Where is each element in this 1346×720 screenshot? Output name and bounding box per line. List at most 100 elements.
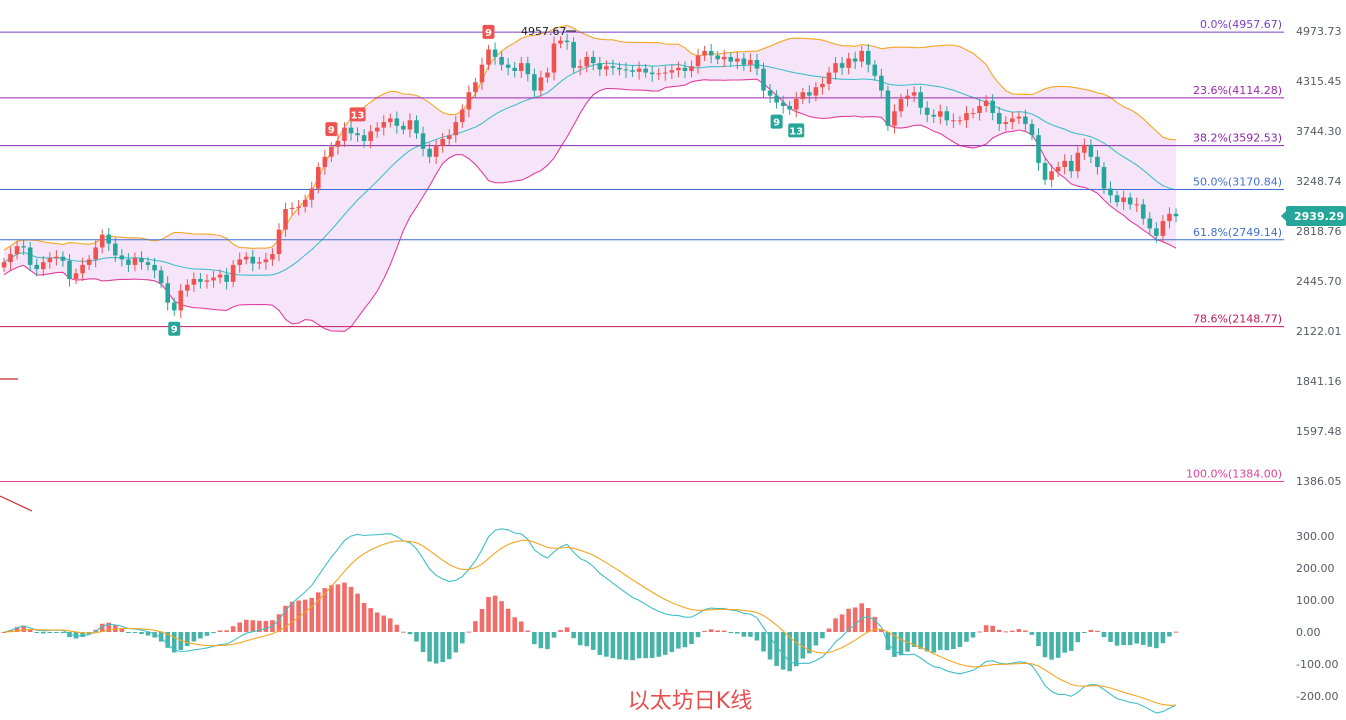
macd-histogram-bar bbox=[663, 632, 668, 655]
candle-body bbox=[584, 56, 590, 67]
macd-histogram-bar bbox=[532, 632, 537, 645]
candle-body bbox=[702, 50, 707, 56]
candle-body bbox=[505, 64, 511, 68]
candle-body bbox=[1154, 228, 1159, 236]
candle-body bbox=[859, 50, 865, 62]
macd-histogram-bar bbox=[839, 614, 845, 632]
td-marker-badge bbox=[349, 107, 366, 122]
candle-body bbox=[656, 73, 662, 75]
price-axis-tick-label: 4315.45 bbox=[1296, 75, 1342, 88]
macd-histogram-bar bbox=[126, 632, 131, 633]
current-price-tag: 2939.29 bbox=[1281, 206, 1346, 226]
macd-histogram-bar bbox=[1088, 629, 1094, 632]
candle-body bbox=[852, 58, 858, 62]
macd-histogram-bar bbox=[676, 632, 681, 649]
candle-body bbox=[60, 256, 66, 261]
macd-dif-line bbox=[3, 528, 1177, 714]
macd-histogram-bar bbox=[787, 632, 792, 672]
td-marker-badge bbox=[168, 321, 181, 336]
candle-body bbox=[538, 77, 544, 91]
candle-body bbox=[715, 55, 720, 60]
candle-body bbox=[374, 127, 380, 132]
macd-histogram-bar bbox=[1173, 631, 1179, 633]
macd-histogram-bar bbox=[1036, 632, 1041, 647]
td-marker-layer: 9 9 13 9 9 13 bbox=[168, 24, 805, 336]
candle-body bbox=[604, 66, 609, 70]
macd-histogram-bar bbox=[741, 632, 747, 637]
candle-body bbox=[774, 95, 779, 103]
candle-body bbox=[787, 105, 792, 110]
macd-axis-tick-label: 100.00 bbox=[1296, 594, 1335, 607]
candle-body bbox=[839, 63, 845, 68]
price-axis-tick-label: 2818.76 bbox=[1296, 225, 1342, 238]
macd-histogram-bar bbox=[604, 632, 609, 657]
candle-body bbox=[440, 139, 445, 146]
candlestick-layer bbox=[1, 33, 1179, 319]
candle-body bbox=[492, 49, 498, 57]
candle-body bbox=[617, 67, 622, 70]
candle-body bbox=[171, 302, 177, 311]
macd-histogram-bar bbox=[996, 629, 1002, 632]
macd-histogram-bar bbox=[911, 632, 917, 647]
candle-body bbox=[780, 102, 786, 106]
macd-histogram-bar bbox=[1, 632, 7, 633]
price-axis-tick-label: 2122.01 bbox=[1296, 325, 1342, 338]
candle-body bbox=[302, 199, 308, 207]
macd-histogram-bar bbox=[957, 632, 963, 647]
macd-histogram-bar bbox=[669, 632, 675, 652]
macd-histogram-bar bbox=[715, 630, 720, 632]
macd-histogram-bar bbox=[198, 632, 203, 639]
candle-body bbox=[329, 146, 334, 157]
candle-body bbox=[1088, 144, 1094, 157]
candle-body bbox=[695, 55, 701, 67]
candle-body bbox=[807, 92, 812, 96]
macd-axis-tick-label: 300.00 bbox=[1296, 530, 1335, 543]
candle-body bbox=[1134, 204, 1140, 206]
macd-histogram-bar bbox=[807, 632, 812, 654]
candle-body bbox=[427, 148, 432, 157]
macd-histogram-bar bbox=[846, 608, 851, 632]
macd-histogram-bar bbox=[283, 605, 288, 632]
macd-histogram-bar bbox=[106, 622, 112, 632]
candle-body bbox=[355, 133, 360, 136]
macd-histogram-bar bbox=[276, 614, 282, 632]
fib-level-label-3: 50.0%(3170.84) bbox=[1193, 176, 1282, 189]
macd-histogram-bar bbox=[211, 632, 216, 634]
td-marker-label: 9 bbox=[773, 118, 780, 129]
peak-price-label: 4957.67 bbox=[521, 25, 567, 38]
candle-body bbox=[865, 50, 871, 65]
candle-body bbox=[473, 82, 478, 93]
candle-body bbox=[257, 262, 262, 264]
macd-axis-tick-label: -100.00 bbox=[1296, 658, 1338, 671]
candle-body bbox=[990, 100, 995, 114]
current-price-tag-bg bbox=[1286, 206, 1346, 226]
candle-body bbox=[813, 87, 819, 96]
current-price-tag-value: 2939.29 bbox=[1294, 210, 1344, 223]
macd-histogram-bar bbox=[964, 632, 969, 642]
drawing-line-diagonal bbox=[0, 495, 33, 512]
candle-body bbox=[512, 67, 517, 71]
candle-body bbox=[381, 122, 387, 128]
candle-body bbox=[1108, 188, 1113, 196]
macd-histogram-bar bbox=[479, 608, 485, 632]
macd-histogram-bar bbox=[793, 632, 799, 667]
candle-body bbox=[1049, 171, 1054, 180]
fib-level-label-1: 23.6%(4114.28) bbox=[1193, 84, 1282, 97]
macd-histogram-bar bbox=[1042, 632, 1048, 658]
candle-body bbox=[545, 72, 550, 78]
candle-body bbox=[525, 63, 531, 75]
macd-histogram-bar bbox=[1023, 630, 1028, 632]
macd-histogram-bar bbox=[473, 621, 478, 632]
candle-body bbox=[388, 118, 393, 123]
candle-body bbox=[957, 120, 963, 122]
candle-body bbox=[243, 256, 249, 260]
macd-dea-line bbox=[3, 539, 1176, 706]
candle-body bbox=[754, 60, 760, 69]
candle-body bbox=[636, 68, 642, 72]
candle-body bbox=[610, 66, 616, 68]
macd-histogram-bar bbox=[466, 631, 472, 633]
candle-body bbox=[185, 284, 190, 291]
fib-level-label-2: 38.2%(3592.53) bbox=[1193, 132, 1282, 145]
macd-histogram-bar bbox=[728, 632, 734, 634]
macd-histogram-bar bbox=[427, 632, 432, 662]
